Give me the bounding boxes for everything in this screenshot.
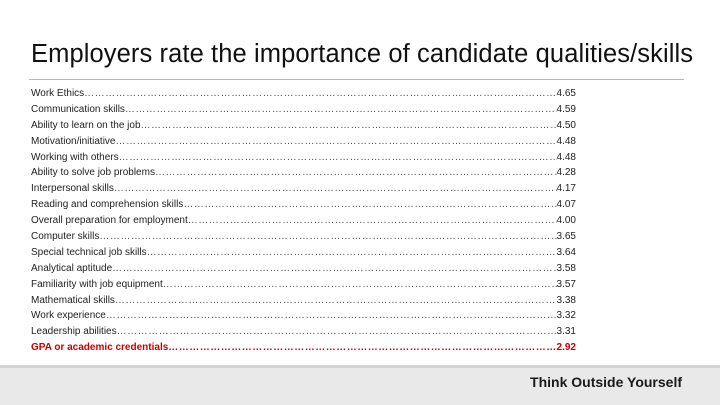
skill-row: Interpersonal skills 4.17 bbox=[31, 181, 576, 197]
skill-score: 4.07 bbox=[556, 199, 576, 211]
dot-leader bbox=[141, 118, 557, 134]
title-divider bbox=[29, 79, 684, 80]
skill-score: 3.65 bbox=[556, 231, 576, 243]
skill-name: Familiarity with job equipment bbox=[31, 278, 163, 290]
skill-row: Working with others 4.48 bbox=[31, 150, 576, 166]
skill-name: Ability to learn on the job bbox=[31, 119, 141, 131]
skill-row: Leadership abilities 3.31 bbox=[31, 324, 576, 340]
skill-name: Analytical aptitude bbox=[31, 262, 113, 274]
skill-row: Motivation/initiative 4.48 bbox=[31, 134, 576, 150]
skill-score: 4.00 bbox=[556, 215, 576, 227]
skill-name: GPA or academic credentials bbox=[31, 342, 169, 354]
skill-score: 3.31 bbox=[556, 326, 576, 338]
skill-score: 3.64 bbox=[556, 246, 576, 258]
dot-leader bbox=[99, 229, 556, 245]
skill-row: Ability to learn on the job 4.50 bbox=[31, 118, 576, 134]
skill-score: 4.28 bbox=[556, 167, 576, 179]
dot-leader bbox=[147, 245, 557, 261]
dot-leader bbox=[84, 86, 556, 102]
dot-leader bbox=[106, 308, 557, 324]
skill-score: 4.50 bbox=[556, 119, 576, 131]
skill-score: 3.32 bbox=[556, 310, 576, 322]
skill-row-highlighted: GPA or academic credentials 2.92 bbox=[31, 340, 576, 356]
skill-name: Special technical job skills bbox=[31, 246, 147, 258]
skill-name: Motivation/initiative bbox=[31, 135, 116, 147]
skill-name: Computer skills bbox=[31, 231, 100, 243]
skill-row: Reading and comprehension skills 4.07 bbox=[31, 197, 576, 213]
skill-name: Work experience bbox=[31, 310, 106, 322]
skill-name: Work Ethics bbox=[31, 88, 85, 99]
skill-row: Ability to solve job problems 4.28 bbox=[31, 165, 576, 181]
skill-row: Special technical job skills 3.64 bbox=[31, 245, 576, 261]
dot-leader bbox=[115, 293, 557, 309]
skill-score: 4.48 bbox=[556, 151, 576, 163]
skill-score: 2.92 bbox=[556, 342, 576, 354]
skill-row: Work experience 3.32 bbox=[31, 308, 576, 324]
dot-leader bbox=[117, 324, 557, 340]
skill-name: Communication skills bbox=[31, 103, 125, 115]
skill-name: Interpersonal skills bbox=[31, 183, 114, 195]
skill-row: Familiarity with job equipment 3.57 bbox=[31, 277, 576, 293]
slide-title: Employers rate the importance of candida… bbox=[31, 40, 694, 68]
dot-leader bbox=[183, 197, 556, 213]
skill-name: Working with others bbox=[31, 151, 119, 163]
skill-score: 4.17 bbox=[556, 183, 576, 195]
footer-bar: Think Outside Yourself bbox=[0, 365, 720, 405]
skill-name: Leadership abilities bbox=[31, 326, 117, 338]
dot-leader bbox=[119, 150, 557, 166]
skills-list: Work Ethics 4.65 Communication skills 4.59… bbox=[31, 86, 576, 356]
dot-leader bbox=[114, 181, 557, 197]
skill-score: 4.65 bbox=[556, 88, 576, 99]
dot-leader bbox=[188, 213, 557, 229]
dot-leader bbox=[155, 165, 557, 181]
skill-name: Overall preparation for employment bbox=[31, 215, 188, 227]
skill-score: 4.59 bbox=[556, 103, 576, 115]
skill-name: Mathematical skills bbox=[31, 294, 115, 306]
footer-tagline: Think Outside Yourself bbox=[530, 374, 682, 390]
skill-score: 3.38 bbox=[556, 294, 576, 306]
dot-leader bbox=[115, 134, 556, 150]
dot-leader bbox=[168, 340, 556, 356]
skill-score: 4.48 bbox=[556, 135, 576, 147]
dot-leader bbox=[163, 277, 557, 293]
skill-name: Ability to solve job problems bbox=[31, 167, 155, 179]
skill-row: Analytical aptitude 3.58 bbox=[31, 261, 576, 277]
skill-row: Overall preparation for employment 4.00 bbox=[31, 213, 576, 229]
skill-row: Communication skills 4.59 bbox=[31, 102, 576, 118]
skill-row: Work Ethics 4.65 bbox=[31, 86, 576, 102]
skill-row: Mathematical skills 3.38 bbox=[31, 293, 576, 309]
skill-row: Computer skills 3.65 bbox=[31, 229, 576, 245]
skill-score: 3.57 bbox=[556, 278, 576, 290]
dot-leader bbox=[125, 102, 557, 118]
dot-leader bbox=[112, 261, 556, 277]
skill-name: Reading and comprehension skills bbox=[31, 199, 184, 211]
skill-score: 3.58 bbox=[556, 262, 576, 274]
